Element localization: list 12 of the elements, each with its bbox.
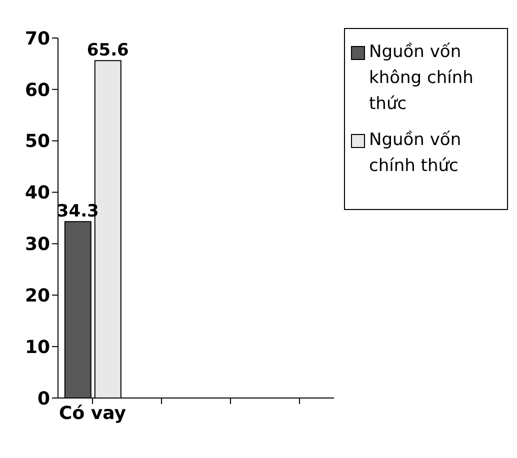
y-tick-label: 60 [24,80,50,101]
y-tick-label: 70 [24,28,50,50]
y-tick-label: 40 [24,182,50,204]
legend-label: Nguồn vốn không chính thức [369,41,474,116]
y-tick-label: 30 [24,234,50,256]
y-tick-label: 10 [24,336,50,358]
data-label: 65.6 [86,40,129,61]
y-tick-label: 0 [37,388,50,410]
y-tick-label: 20 [24,286,50,307]
y-tick-label: 50 [24,131,50,152]
x-tick-label: Có vay [59,402,126,424]
legend-label: Nguồn vốn chính thức [369,129,462,178]
